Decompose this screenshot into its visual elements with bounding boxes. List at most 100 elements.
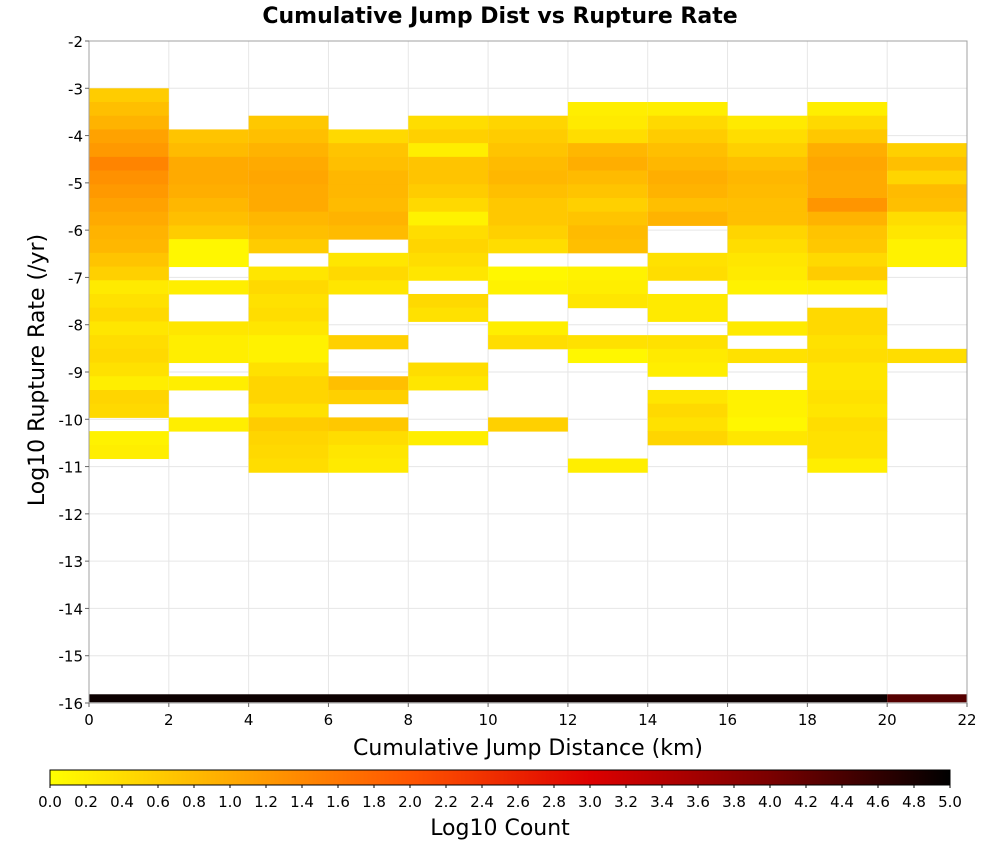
heatmap-cell <box>408 143 488 157</box>
heatmap-cell <box>488 116 568 130</box>
heatmap-cell <box>408 376 488 390</box>
heatmap-cell <box>728 116 808 130</box>
heatmap-cell <box>887 239 967 253</box>
heatmap-cell <box>89 404 169 418</box>
heatmap-cell <box>328 267 408 281</box>
heatmap-cell <box>249 349 329 363</box>
heatmap-cell <box>169 321 249 335</box>
heatmap-cell <box>488 225 568 239</box>
heatmap-cell <box>328 253 408 267</box>
heatmap-cell <box>568 157 648 171</box>
heatmap-cell <box>728 431 808 445</box>
colorbar-tick-label: 2.8 <box>542 793 566 811</box>
heatmap-cell <box>568 267 648 281</box>
heatmap-cell <box>249 184 329 198</box>
heatmap-cell <box>728 267 808 281</box>
heatmap-cell <box>89 431 169 445</box>
y-tick-label: -14 <box>59 600 84 618</box>
heatmap-cell <box>728 253 808 267</box>
heatmap-cell <box>807 390 887 404</box>
heatmap-cell <box>328 171 408 185</box>
heatmap-cell <box>249 459 329 473</box>
heatmap-cell <box>728 417 808 431</box>
colorbar-tick-label: 0.2 <box>74 793 98 811</box>
y-tick-label: -8 <box>68 317 83 335</box>
heatmap-cell <box>807 239 887 253</box>
heatmap-cell <box>408 184 488 198</box>
heatmap-cell <box>89 198 169 212</box>
heatmap-cell <box>169 184 249 198</box>
heatmap-cell <box>568 102 648 116</box>
colorbar-tick-label: 1.4 <box>290 793 314 811</box>
heatmap-cell <box>328 445 408 459</box>
colorbar-tick-label: 5.0 <box>938 793 962 811</box>
heatmap-cell <box>169 198 249 212</box>
heatmap-cell <box>89 225 169 239</box>
heatmap-cell <box>648 143 728 157</box>
y-tick-label: -10 <box>59 411 84 429</box>
heatmap-cell <box>807 280 887 294</box>
y-tick-label: -12 <box>59 506 84 524</box>
y-tick-label: -7 <box>68 269 83 287</box>
heatmap-cell <box>488 129 568 143</box>
heatmap-cell <box>807 349 887 363</box>
colorbar-tick-label: 3.8 <box>722 793 746 811</box>
heatmap-cell <box>887 349 967 363</box>
heatmap-cell <box>648 129 728 143</box>
x-tick-label: 16 <box>718 711 737 729</box>
colorbar-tick-label: 2.0 <box>398 793 422 811</box>
heatmap-cell <box>328 335 408 349</box>
colorbar-tick-label: 2.2 <box>434 793 458 811</box>
heatmap-cell <box>568 116 648 130</box>
heatmap-cell <box>728 390 808 404</box>
colorbar-tick-label: 3.2 <box>614 793 638 811</box>
colorbar-title: Log10 Count <box>430 816 570 841</box>
heatmap-cell <box>89 157 169 171</box>
x-tick-label: 14 <box>638 711 657 729</box>
heatmap-cell <box>728 129 808 143</box>
heatmap-cell <box>807 116 887 130</box>
heatmap-cell <box>807 102 887 116</box>
heatmap-cell <box>89 267 169 281</box>
colorbar <box>50 770 950 785</box>
heatmap-cell <box>89 349 169 363</box>
heatmap-cell <box>728 184 808 198</box>
heatmap-cell <box>728 198 808 212</box>
colorbar-tick-label: 1.0 <box>218 793 242 811</box>
y-axis-title: Log10 Rupture Rate (/yr) <box>25 234 50 506</box>
heatmap-cell <box>648 171 728 185</box>
y-tick-label: -4 <box>68 128 83 146</box>
heatmap-cell <box>249 239 329 253</box>
heatmap-cell <box>887 212 967 226</box>
heatmap-cell <box>89 88 169 102</box>
heatmap-cell <box>728 349 808 363</box>
heatmap-cell <box>807 445 887 459</box>
heatmap-cell <box>887 198 967 212</box>
heatmap-cell <box>408 171 488 185</box>
colorbar-tick-label: 0.8 <box>182 793 206 811</box>
y-tick-label: -9 <box>68 364 83 382</box>
heatmap-cell <box>408 129 488 143</box>
heatmap-cell <box>648 267 728 281</box>
heatmap-cell <box>328 225 408 239</box>
heatmap-cell <box>89 363 169 377</box>
colorbar-tick-label: 4.6 <box>866 793 890 811</box>
heatmap-cell <box>328 280 408 294</box>
heatmap-cell <box>89 143 169 157</box>
heatmap-cell <box>488 157 568 171</box>
heatmap-cell <box>328 376 408 390</box>
heatmap-cell <box>807 171 887 185</box>
colorbar-tick-label: 0.4 <box>110 793 134 811</box>
heatmap-cell <box>648 116 728 130</box>
heatmap-cell <box>169 376 249 390</box>
heatmap-cell <box>648 198 728 212</box>
heatmap-cell <box>328 212 408 226</box>
heatmap-cell <box>89 445 169 459</box>
heatmap-cell <box>249 335 329 349</box>
heatmap-cell <box>648 253 728 267</box>
heatmap-cell <box>169 143 249 157</box>
heatmap-cell <box>169 335 249 349</box>
heatmap-cell <box>648 390 728 404</box>
heatmap-cell <box>488 184 568 198</box>
heatmap-cell <box>488 198 568 212</box>
